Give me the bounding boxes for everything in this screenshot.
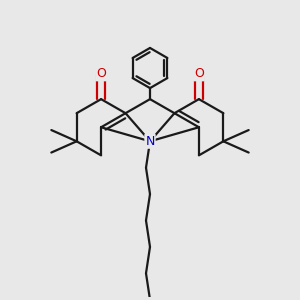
Text: O: O [96,67,106,80]
Text: N: N [145,135,155,148]
Text: O: O [194,67,204,80]
